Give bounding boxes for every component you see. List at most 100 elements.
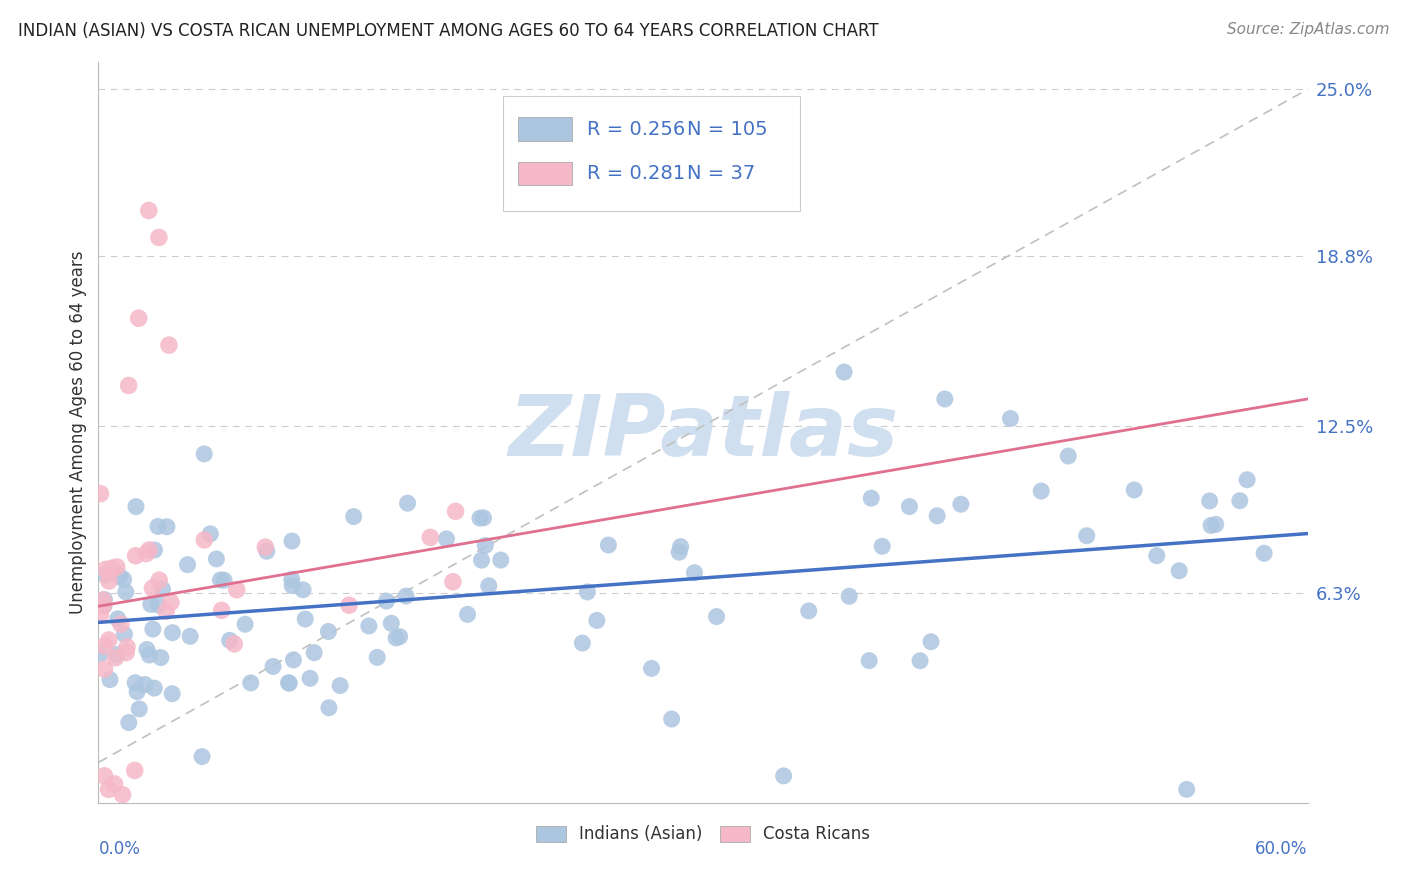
Indians (Asian) xyxy=(283,653,305,667)
Indians (Asian) xyxy=(134,677,156,691)
Indians (Asian) xyxy=(125,500,148,514)
Costa Ricans xyxy=(124,764,146,778)
Indians (Asian) xyxy=(388,630,411,644)
Indians (Asian) xyxy=(191,749,214,764)
Indians (Asian) xyxy=(1000,411,1022,425)
Indians (Asian) xyxy=(212,573,235,587)
Costa Ricans xyxy=(98,566,121,581)
Indians (Asian) xyxy=(1057,449,1080,463)
Indians (Asian) xyxy=(1205,517,1227,532)
Indians (Asian) xyxy=(706,609,728,624)
Legend: Indians (Asian), Costa Ricans: Indians (Asian), Costa Ricans xyxy=(530,819,876,850)
Indians (Asian) xyxy=(114,627,136,641)
Indians (Asian) xyxy=(277,675,299,690)
Indians (Asian) xyxy=(797,604,820,618)
Indians (Asian) xyxy=(668,545,690,559)
Indians (Asian) xyxy=(1123,483,1146,497)
Indians (Asian) xyxy=(472,510,495,524)
Text: R = 0.281: R = 0.281 xyxy=(586,164,685,183)
Text: 0.0%: 0.0% xyxy=(98,840,141,858)
Costa Ricans xyxy=(138,543,160,558)
Costa Ricans xyxy=(105,560,128,574)
Indians (Asian) xyxy=(1253,546,1275,560)
Indians (Asian) xyxy=(179,629,201,643)
Indians (Asian) xyxy=(1175,782,1198,797)
Indians (Asian) xyxy=(908,654,931,668)
Costa Ricans xyxy=(138,203,160,218)
Indians (Asian) xyxy=(143,543,166,558)
Indians (Asian) xyxy=(105,648,128,662)
Indians (Asian) xyxy=(669,540,692,554)
Costa Ricans xyxy=(115,640,138,654)
Indians (Asian) xyxy=(281,572,304,586)
Bar xyxy=(517,161,572,186)
Indians (Asian) xyxy=(138,648,160,662)
Costa Ricans xyxy=(104,650,127,665)
Indians (Asian) xyxy=(1198,494,1220,508)
Text: N = 105: N = 105 xyxy=(688,120,768,138)
Indians (Asian) xyxy=(93,592,115,607)
Costa Ricans xyxy=(89,608,111,623)
Costa Ricans xyxy=(110,617,132,632)
Indians (Asian) xyxy=(870,539,893,553)
Costa Ricans xyxy=(141,581,163,595)
Indians (Asian) xyxy=(1229,493,1251,508)
Indians (Asian) xyxy=(152,582,174,597)
Indians (Asian) xyxy=(143,681,166,695)
Indians (Asian) xyxy=(395,589,418,603)
Costa Ricans xyxy=(89,487,111,501)
Indians (Asian) xyxy=(934,392,956,406)
Indians (Asian) xyxy=(125,684,148,698)
Indians (Asian) xyxy=(318,624,340,639)
Indians (Asian) xyxy=(239,676,262,690)
Costa Ricans xyxy=(155,604,177,618)
Indians (Asian) xyxy=(640,661,662,675)
Costa Ricans xyxy=(118,378,141,392)
Indians (Asian) xyxy=(366,650,388,665)
Indians (Asian) xyxy=(927,508,949,523)
Text: 60.0%: 60.0% xyxy=(1256,840,1308,858)
Indians (Asian) xyxy=(436,532,458,546)
Indians (Asian) xyxy=(135,642,157,657)
Costa Ricans xyxy=(93,662,115,676)
Indians (Asian) xyxy=(1199,518,1222,533)
Costa Ricans xyxy=(93,599,115,613)
Indians (Asian) xyxy=(205,552,228,566)
Indians (Asian) xyxy=(586,614,609,628)
Indians (Asian) xyxy=(470,553,492,567)
Costa Ricans xyxy=(148,573,170,587)
Costa Ricans xyxy=(128,311,150,326)
Indians (Asian) xyxy=(262,659,284,673)
Indians (Asian) xyxy=(571,636,593,650)
Indians (Asian) xyxy=(112,573,135,587)
Indians (Asian) xyxy=(233,617,256,632)
Text: R = 0.256: R = 0.256 xyxy=(586,120,685,138)
Costa Ricans xyxy=(97,574,120,588)
Costa Ricans xyxy=(254,540,277,554)
Indians (Asian) xyxy=(292,582,315,597)
Indians (Asian) xyxy=(838,589,860,603)
Indians (Asian) xyxy=(160,687,183,701)
Indians (Asian) xyxy=(772,769,794,783)
Indians (Asian) xyxy=(832,365,855,379)
Text: Source: ZipAtlas.com: Source: ZipAtlas.com xyxy=(1226,22,1389,37)
Indians (Asian) xyxy=(949,497,972,511)
Indians (Asian) xyxy=(149,650,172,665)
Text: ZIPatlas: ZIPatlas xyxy=(508,391,898,475)
Indians (Asian) xyxy=(683,566,706,580)
Indians (Asian) xyxy=(124,675,146,690)
Indians (Asian) xyxy=(576,585,599,599)
Indians (Asian) xyxy=(385,631,408,645)
Bar xyxy=(503,95,800,211)
Costa Ricans xyxy=(337,598,360,612)
Indians (Asian) xyxy=(142,622,165,636)
Costa Ricans xyxy=(160,595,183,609)
Indians (Asian) xyxy=(357,619,380,633)
Indians (Asian) xyxy=(474,538,496,552)
Costa Ricans xyxy=(148,230,170,244)
Indians (Asian) xyxy=(162,625,184,640)
Indians (Asian) xyxy=(468,511,491,525)
Indians (Asian) xyxy=(176,558,198,572)
Costa Ricans xyxy=(444,504,467,518)
Indians (Asian) xyxy=(860,491,883,505)
